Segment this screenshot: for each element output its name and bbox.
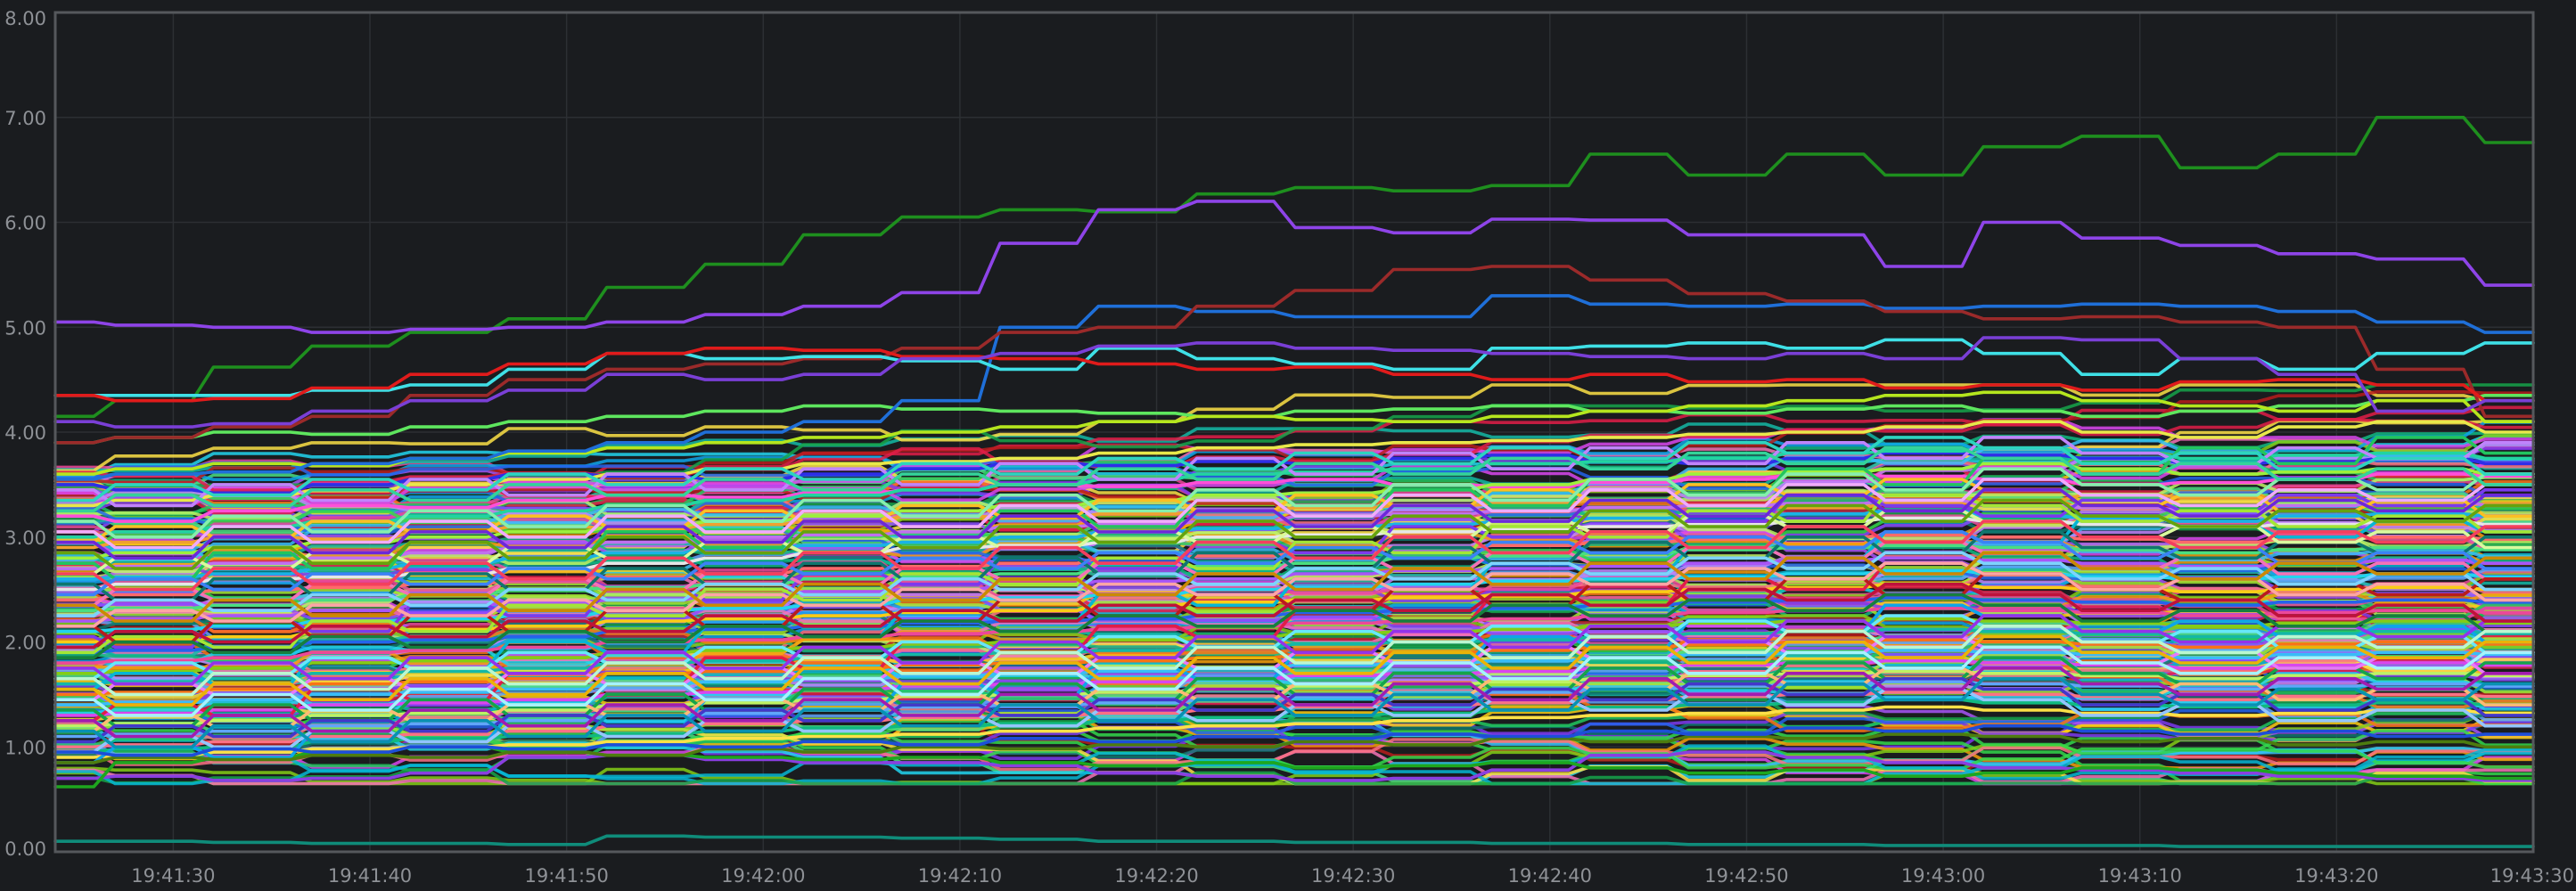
series-line — [53, 625, 2535, 697]
series-line — [53, 561, 2535, 628]
series-line — [53, 750, 2535, 782]
x-tick-label: 19:43:10 — [2098, 865, 2182, 887]
series-line — [53, 446, 2535, 513]
y-tick-label: 2.00 — [4, 633, 46, 654]
series-line — [53, 582, 2535, 650]
series-line — [53, 687, 2535, 754]
series-line — [53, 294, 2535, 481]
series-line — [53, 551, 2535, 617]
series-line — [53, 338, 2535, 397]
series-line — [53, 634, 2535, 707]
series-line — [53, 614, 2535, 686]
series-line — [53, 436, 2535, 508]
series-line — [53, 676, 2535, 749]
y-tick-label: 4.00 — [4, 422, 46, 444]
series-line — [53, 336, 2535, 429]
y-tick-label: 3.00 — [4, 527, 46, 549]
series-line — [53, 676, 2535, 744]
x-tick-label: 19:43:00 — [1901, 865, 1985, 887]
x-tick-label: 19:42:40 — [1508, 865, 1592, 887]
series-line — [53, 656, 2535, 728]
x-axis: 19:41:30 19:41:40 19:41:50 19:42:00 19:42:10… — [131, 865, 2574, 887]
series-line — [53, 732, 2535, 764]
y-tick-label: 7.00 — [4, 108, 46, 129]
series-line — [53, 488, 2535, 560]
series-line — [53, 617, 2535, 675]
x-tick-label: 19:43:20 — [2294, 865, 2378, 887]
series-line — [53, 478, 2535, 550]
y-tick-label: 1.00 — [4, 737, 46, 758]
plot-frame — [53, 11, 2535, 854]
y-tick-label: 5.00 — [4, 317, 46, 339]
series-line — [53, 383, 2535, 473]
series-line — [53, 666, 2535, 739]
series-line — [53, 519, 2535, 592]
x-tick-label: 19:43:30 — [2490, 865, 2574, 887]
series-line — [53, 723, 2535, 757]
series-line — [53, 200, 2535, 334]
x-tick-label: 19:42:10 — [918, 865, 1002, 887]
x-tick-label: 19:42:30 — [1311, 865, 1395, 887]
series-line — [53, 699, 2535, 741]
series-line — [53, 530, 2535, 597]
y-tick-label: 0.00 — [4, 838, 46, 860]
series-line — [53, 116, 2535, 419]
x-tick-label: 19:42:20 — [1114, 865, 1198, 887]
series-line — [53, 596, 2535, 655]
x-tick-label: 19:41:40 — [328, 865, 412, 887]
series-line — [53, 498, 2535, 570]
series-line — [53, 593, 2535, 676]
series-line — [53, 551, 2535, 623]
x-tick-label: 19:42:50 — [1704, 865, 1788, 887]
series-line — [53, 347, 2535, 403]
y-tick-label: 6.00 — [4, 213, 46, 234]
series-line — [53, 420, 2535, 508]
series-line — [53, 394, 2535, 445]
series-line — [53, 834, 2535, 848]
x-tick-label: 19:42:00 — [721, 865, 805, 887]
series-line — [53, 593, 2535, 659]
series-line — [53, 467, 2535, 539]
series-line — [53, 645, 2535, 717]
x-tick-label: 19:41:50 — [524, 865, 608, 887]
series-line — [53, 436, 2535, 503]
series-group — [53, 116, 2535, 848]
y-tick-label: 8.00 — [4, 8, 46, 29]
series-line — [53, 462, 2535, 560]
series-line — [53, 767, 2535, 786]
series-line — [53, 265, 2535, 445]
x-tick-label: 19:41:30 — [131, 865, 215, 887]
y-axis: 0.00 1.00 2.00 3.00 4.00 5.00 6.00 7.00 8.00 — [4, 8, 46, 860]
series-line — [53, 530, 2535, 602]
